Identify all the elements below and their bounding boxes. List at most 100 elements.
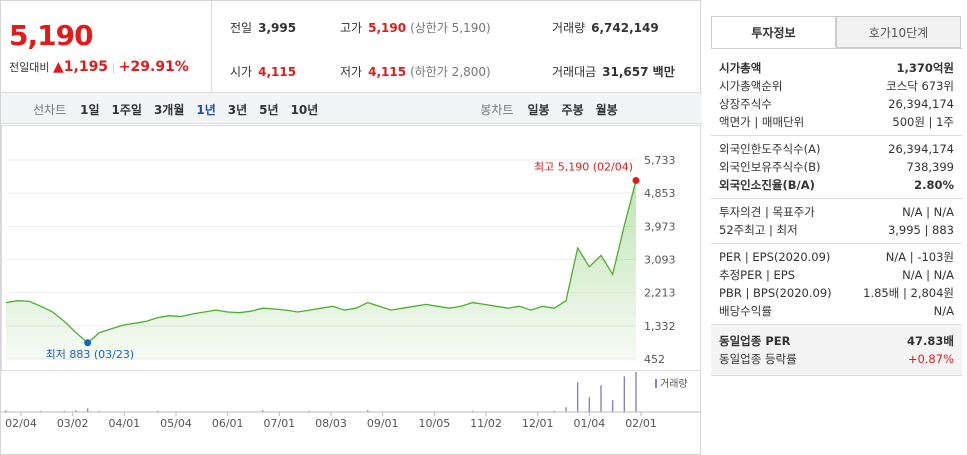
chart-panel: 5,190 전일대비 ▲1,195 | +29.91% 전일 3,995 고가 5,1… — [0, 0, 702, 455]
x-tick-label: 08/03 — [315, 417, 347, 430]
info-label: 액면가 | 매매단위 — [719, 115, 805, 129]
info-label: 동일업종 PER — [719, 334, 791, 348]
volume-bar — [623, 376, 626, 412]
info-tabs: 투자정보 호가10단계 — [711, 16, 962, 49]
info-row: 시가총액 1,370억원 — [719, 59, 954, 77]
x-tick-label: 03/02 — [57, 417, 89, 430]
volume-bar — [366, 410, 369, 412]
period-tab[interactable]: 5년 — [259, 103, 279, 117]
info-row: 동일업종 등락률 +0.87% — [719, 350, 954, 368]
period-tab[interactable]: 1주일 — [111, 103, 142, 117]
period-tab[interactable]: 1년 — [196, 103, 216, 117]
period-tab[interactable]: 10년 — [290, 103, 319, 117]
info-row: 액면가 | 매매단위 500원 | 1주 — [719, 113, 954, 131]
info-section: 투자의견 | 목표주가 N/A | N/A 52주최고 | 최저 3,995 | 88… — [711, 199, 962, 244]
low-point — [84, 339, 92, 347]
info-value: 3,995 | 883 — [887, 223, 954, 237]
change: 전일대비 ▲1,195 | +29.91% — [9, 59, 189, 75]
x-tick-label: 01/04 — [574, 417, 606, 430]
volume-label: 거래량 — [660, 378, 688, 390]
x-tick-label: 11/02 — [470, 417, 502, 430]
info-row: 외국인보유주식수(B) 738,399 — [719, 158, 954, 176]
info-tab[interactable]: 호가10단계 — [836, 16, 961, 48]
current-price: 5,190 — [9, 19, 94, 52]
quote-extra: (하한가 2,800) — [410, 65, 491, 79]
x-tick-label: 02/01 — [625, 417, 657, 430]
x-tick-label: 05/04 — [160, 417, 192, 430]
info-value: 2.80% — [914, 178, 954, 192]
quote-label: 시가 — [230, 65, 253, 79]
quote-label: 전일 — [230, 21, 253, 35]
change-amount: 1,195 — [63, 59, 109, 75]
period-tabs: 선차트 1일 1주일 3개월 1년 3년 5년 10년 봉차트 일봉 주봉 월봉 — [1, 93, 702, 124]
candle-tab[interactable]: 일봉 — [527, 103, 550, 117]
volume-bar — [600, 385, 602, 412]
quote-cell: 고가 5,190 (상한가 5,190) — [340, 19, 491, 36]
info-label: PBR | BPS(2020.09) — [719, 286, 832, 300]
info-value: 47.83배 — [907, 334, 954, 348]
info-value: 1.85배 | 2,804원 — [863, 286, 954, 300]
volume-bar — [75, 410, 77, 412]
price-line — [5, 180, 637, 344]
info-row: 52주최고 | 최저 3,995 | 883 — [719, 221, 954, 239]
candle-tab[interactable]: 월봉 — [595, 103, 618, 117]
volume-bar — [308, 410, 311, 412]
volume-bar — [471, 410, 474, 412]
quote-value: 4,115 — [368, 65, 407, 79]
volume-bar — [261, 410, 264, 412]
y-tick-label: 5,733 — [644, 154, 676, 167]
quote-cell: 거래량 6,742,149 — [552, 19, 659, 36]
info-label: 외국인보유주식수(B) — [719, 160, 821, 174]
volume-bar — [635, 372, 637, 412]
info-value: 26,394,174 — [888, 97, 954, 111]
period-tab[interactable]: 1일 — [80, 103, 100, 117]
y-tick-label: 2,213 — [644, 287, 676, 300]
chart: 5,733 4,853 3,973 3,093 2,213 1,332 452 최고 5,19… — [1, 125, 701, 430]
period-tab[interactable]: 3년 — [227, 103, 248, 117]
x-tick-label: 09/01 — [367, 417, 399, 430]
quote-cell: 전일 3,995 — [230, 19, 296, 36]
info-row: 외국인한도주식수(A) 26,394,174 — [719, 140, 954, 158]
info-row: 상장주식수 26,394,174 — [719, 95, 954, 113]
quote-value: 3,995 — [258, 21, 297, 35]
info-row: 외국인소진율(B/A) 2.80% — [719, 176, 954, 194]
quote-header: 5,190 전일대비 ▲1,195 | +29.91% 전일 3,995 고가 5,1… — [1, 1, 702, 93]
info-value: 1,370억원 — [896, 61, 954, 75]
period-tab[interactable]: 3개월 — [153, 103, 185, 117]
info-label: 동일업종 등락률 — [719, 352, 797, 366]
info-label: 상장주식수 — [719, 97, 772, 111]
quote-extra: (상한가 5,190) — [410, 21, 491, 35]
plot-frame — [1, 125, 701, 371]
quote-value: 5,190 — [368, 21, 407, 35]
y-tick-label: 1,332 — [644, 320, 676, 333]
info-value: 26,394,174 — [888, 142, 954, 156]
quote-label: 거래량 — [552, 21, 586, 35]
info-row: 시가총액순위 코스닥 673위 — [719, 77, 954, 95]
change-label: 전일대비 — [9, 61, 50, 74]
y-tick-label: 3,093 — [644, 253, 676, 266]
volume-bar — [98, 410, 101, 412]
info-row: 동일업종 PER 47.83배 — [719, 332, 954, 350]
low-label: 최저 883 (03/23) — [46, 348, 135, 361]
info-value: N/A | -103원 — [885, 250, 954, 264]
info-tab[interactable]: 투자정보 — [711, 16, 836, 48]
volume-legend-swatch — [655, 379, 657, 388]
info-label: 외국인소진율(B/A) — [719, 178, 815, 192]
change-percent: +29.91% — [118, 59, 189, 75]
volume-bar — [86, 408, 89, 412]
info-value: N/A — [933, 304, 954, 318]
tab-group-label: 봉차트 — [480, 103, 514, 117]
info-value: 코스닥 673위 — [886, 79, 954, 93]
quote-table: 전일 3,995 고가 5,190 (상한가 5,190) 거래량 6,742,149 시가 4… — [211, 1, 701, 93]
quote-label: 고가 — [340, 21, 363, 35]
info-label: 외국인한도주식수(A) — [719, 142, 821, 156]
y-tick-label: 4,853 — [644, 187, 676, 200]
candle-tab[interactable]: 주봉 — [561, 103, 584, 117]
info-label: 투자의견 | 목표주가 — [719, 205, 815, 219]
high-label: 최고 5,190 (02/04) — [534, 160, 633, 173]
quote-value: 4,115 — [258, 65, 297, 79]
info-label: 추정PER | EPS — [719, 268, 796, 282]
